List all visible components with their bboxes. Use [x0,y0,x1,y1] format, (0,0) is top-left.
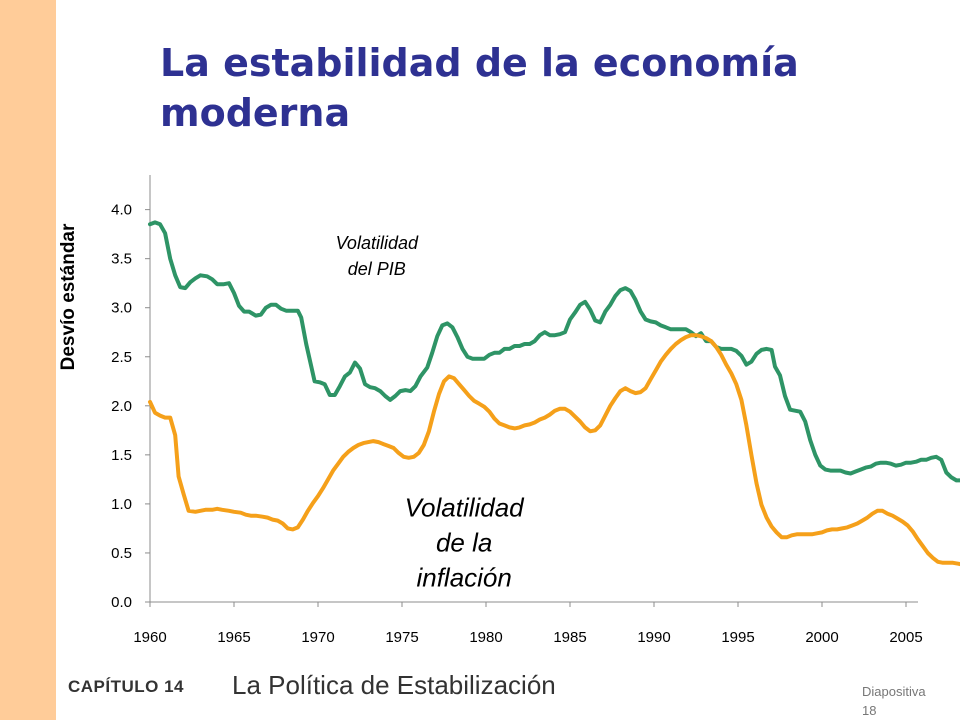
series-label-1-line-0: Volatilidad [405,493,526,523]
x-tick-label: 1960 [133,629,166,646]
slide-title: La estabilidad de la economía moderna [160,41,799,135]
series-label-0-line-1: del PIB [348,259,406,279]
series-label-1-line-1: de la [436,528,492,558]
x-tick-label: 1985 [553,629,586,646]
y-axis-label: Desvío estándar [58,223,79,370]
slide-number: 18 [862,703,877,718]
y-tick-label: 2.5 [111,349,132,366]
series-label-1-line-2: inflación [416,563,511,593]
x-tick-label: 2000 [805,629,838,646]
y-tick-label: 1.0 [111,496,132,513]
footer-chapter-label: CAPÍTULO 14 [68,677,185,696]
side-accent-bar [0,0,56,720]
x-tick-label: 1970 [301,629,334,646]
y-tick-label: 3.5 [111,251,132,268]
footer-slide-indicator: Diapositiva 18 [862,682,926,720]
y-tick-label: 2.0 [111,398,132,415]
y-tick-label: 3.0 [111,300,132,317]
x-tick-label: 2005 [889,629,922,646]
x-tick-label: 1990 [637,629,670,646]
series-line-1 [148,333,960,567]
x-tick-label: 1975 [385,629,418,646]
series-label-0-line-0: Volatilidad [336,233,419,253]
x-tick-label: 1995 [721,629,754,646]
series-line-0 [148,220,960,483]
y-tick-label: 4.0 [111,202,132,219]
footer-chapter-title: La Política de Estabilización [232,670,556,700]
slide-label: Diapositiva [862,684,926,699]
y-tick-label: 1.5 [111,447,132,464]
x-tick-label: 1965 [217,629,250,646]
x-tick-label: 1980 [469,629,502,646]
y-tick-label: 0.5 [111,545,132,562]
y-tick-label: 0.0 [111,594,132,611]
